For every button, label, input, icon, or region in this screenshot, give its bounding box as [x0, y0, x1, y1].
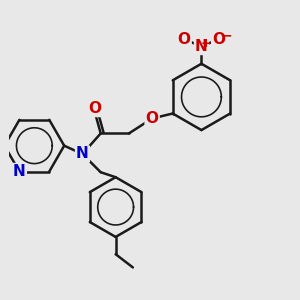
Text: +: +: [200, 37, 211, 50]
Text: N: N: [195, 39, 208, 54]
Text: O: O: [212, 32, 225, 47]
Text: N: N: [13, 164, 26, 179]
Text: O: O: [146, 111, 159, 126]
Text: O: O: [178, 32, 191, 47]
Text: −: −: [220, 28, 232, 42]
Text: N: N: [76, 146, 89, 161]
Text: O: O: [88, 101, 101, 116]
